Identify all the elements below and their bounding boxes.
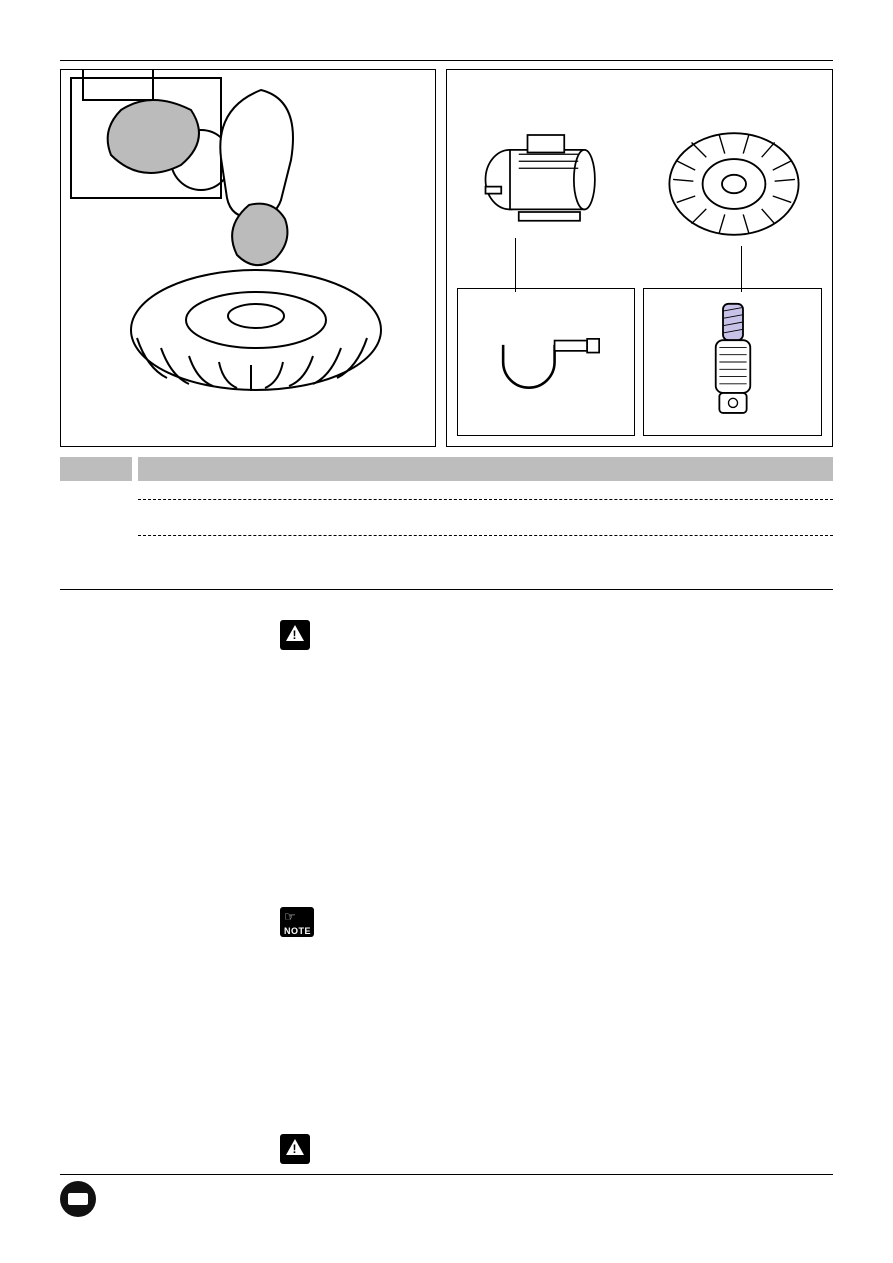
warning-icon bbox=[280, 1134, 310, 1164]
page: Gloved hands handling a finned fluid cou… bbox=[0, 0, 893, 1263]
rule-mid bbox=[60, 589, 833, 590]
figure-right: Electric motor with foot mount and shaft bbox=[446, 69, 833, 447]
connector-line-right bbox=[741, 246, 743, 292]
connector-line-left bbox=[515, 238, 517, 292]
illustration-hand-coupling: Gloved hands handling a finned fluid cou… bbox=[61, 70, 401, 410]
heading-bar bbox=[60, 457, 833, 481]
illustration-motor: Electric motor with foot mount and shaft bbox=[457, 80, 634, 288]
body-column: ☞ NOTE bbox=[280, 608, 833, 1199]
body-gap-2 bbox=[280, 1012, 833, 1122]
figure-right-top: Electric motor with foot mount and shaft bbox=[447, 70, 832, 288]
note-icon-text: NOTE bbox=[284, 926, 311, 936]
body-gap-1 bbox=[280, 745, 833, 895]
footer bbox=[60, 1174, 833, 1217]
brand-badge bbox=[60, 1181, 96, 1217]
illustration-coupling: Finned fluid coupling front view with hu… bbox=[645, 80, 822, 288]
warning-icon bbox=[280, 620, 310, 650]
dashed-row-1 bbox=[60, 481, 833, 517]
icon-row-note: ☞ NOTE bbox=[280, 907, 833, 942]
illustration-bore-gauge: Bore gauge / inside micrometer bbox=[643, 288, 822, 436]
heading-bar-title-cell bbox=[138, 457, 833, 481]
heading-bar-number-cell bbox=[60, 457, 132, 481]
icon-row-warning-1 bbox=[280, 620, 833, 655]
left-margin-spacer bbox=[60, 608, 280, 1199]
figure-right-bottom: Outside micrometer Bore gauge / inside m… bbox=[447, 288, 832, 446]
icon-row-warning-2 bbox=[280, 1134, 833, 1169]
note-icon: ☞ NOTE bbox=[280, 907, 314, 937]
figure-left: Gloved hands handling a finned fluid cou… bbox=[60, 69, 436, 447]
rule-top bbox=[60, 60, 833, 61]
body-content: ☞ NOTE bbox=[60, 608, 833, 1199]
note-icon-hand: ☞ bbox=[284, 909, 296, 925]
figure-row: Gloved hands handling a finned fluid cou… bbox=[60, 69, 833, 447]
dashed-row-2 bbox=[60, 517, 833, 553]
illustration-micrometer: Outside micrometer bbox=[457, 288, 636, 436]
